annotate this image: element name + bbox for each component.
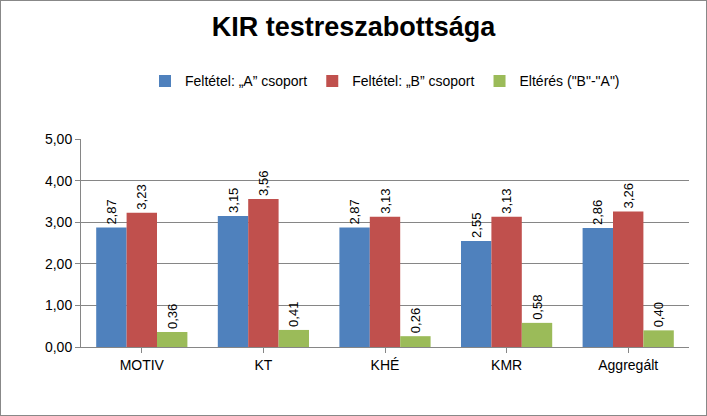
svg-text:0,36: 0,36 — [165, 304, 180, 329]
svg-text:0,58: 0,58 — [530, 295, 545, 320]
svg-text:2,00: 2,00 — [45, 256, 72, 272]
svg-text:2,87: 2,87 — [104, 199, 119, 224]
svg-text:3,56: 3,56 — [256, 171, 271, 196]
svg-text:KHÉ: KHÉ — [371, 357, 400, 373]
svg-text:0,00: 0,00 — [45, 339, 72, 355]
svg-text:0,41: 0,41 — [286, 302, 301, 327]
svg-text:5,00: 5,00 — [45, 131, 72, 147]
svg-text:Aggregált: Aggregált — [598, 357, 658, 373]
svg-text:Feltétel: „A” csoport: Feltétel: „A” csoport — [185, 73, 307, 89]
svg-text:1,00: 1,00 — [45, 297, 72, 313]
svg-text:2,55: 2,55 — [469, 213, 484, 238]
svg-text:KT: KT — [254, 357, 272, 373]
svg-text:3,23: 3,23 — [134, 184, 149, 209]
svg-text:3,13: 3,13 — [499, 188, 514, 213]
svg-text:MOTIV: MOTIV — [120, 357, 165, 373]
svg-text:Eltérés ("B"-"A"): Eltérés ("B"-"A") — [520, 73, 620, 89]
svg-text:0,40: 0,40 — [651, 302, 666, 327]
svg-text:3,15: 3,15 — [226, 188, 241, 213]
svg-text:Feltétel: „B” csoport: Feltétel: „B” csoport — [352, 73, 474, 89]
svg-text:2,87: 2,87 — [347, 199, 362, 224]
svg-text:0,26: 0,26 — [408, 308, 423, 333]
svg-text:3,13: 3,13 — [378, 188, 393, 213]
svg-text:3,26: 3,26 — [621, 183, 636, 208]
svg-text:4,00: 4,00 — [45, 173, 72, 189]
svg-text:KIR testreszabottsága: KIR testreszabottsága — [212, 12, 497, 42]
svg-text:2,86: 2,86 — [590, 200, 605, 225]
svg-text:KMR: KMR — [491, 357, 522, 373]
svg-text:3,00: 3,00 — [45, 214, 72, 230]
